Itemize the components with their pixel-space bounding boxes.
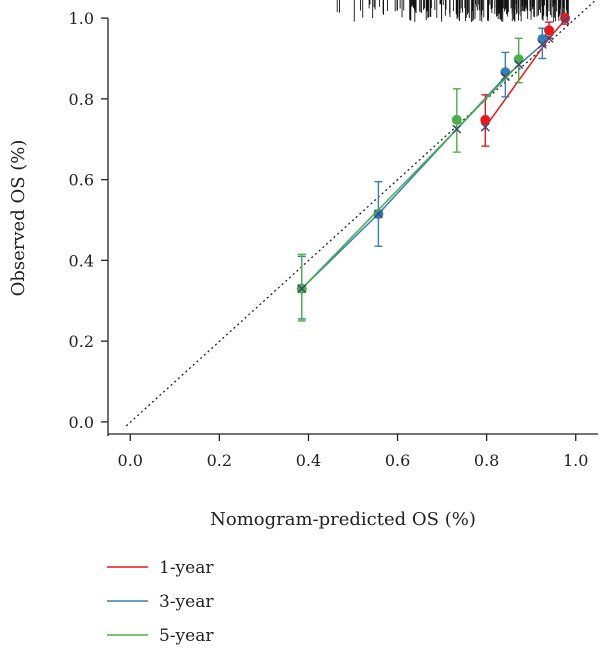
axes: 0.0 0.2 0.4 0.6 0.8 1.0 0.0 0.2 0.4 0.6 0.8 1.0 — [69, 9, 598, 470]
legend-item-5-year: 5-year — [107, 626, 214, 646]
y-axis-title: Observed OS (%) — [8, 140, 29, 297]
reference-diagonal-line — [125, 0, 597, 427]
y-tick-label: 0.6 — [69, 171, 94, 190]
legend-label: 1-year — [159, 558, 214, 578]
observed-point — [513, 54, 524, 65]
observed-point — [560, 13, 571, 24]
x-tick-label: 0.2 — [207, 451, 232, 470]
corrected-point-x — [297, 284, 307, 294]
x-tick-label: 0.4 — [296, 451, 321, 470]
x-axis-title: Nomogram-predicted OS (%) — [210, 509, 476, 530]
corrected-point-x — [560, 15, 570, 25]
x-tick-label: 1.0 — [563, 451, 588, 470]
series-line — [301, 63, 520, 290]
series-5-year — [296, 37, 524, 322]
observed-point — [480, 114, 491, 125]
y-tick-label: 0.8 — [69, 90, 94, 109]
legend-item-1-year: 1-year — [107, 558, 214, 578]
y-tick-label: 0.2 — [69, 332, 94, 351]
corrected-point-x — [537, 39, 547, 49]
x-tick-label: 0.6 — [385, 451, 410, 470]
y-tick-label: 0.4 — [69, 251, 94, 270]
legend-item-3-year: 3-year — [107, 592, 214, 612]
series-group — [296, 13, 571, 322]
x-tick-label: 0.8 — [474, 451, 499, 470]
observed-point — [451, 114, 462, 125]
corrected-point-x — [373, 209, 383, 219]
y-tick-label: 1.0 — [69, 9, 94, 28]
series-line — [484, 19, 566, 128]
observed-point — [537, 34, 548, 45]
observed-point — [544, 25, 554, 36]
legend: 1-year 3-year 5-year — [107, 558, 214, 646]
rug-marks — [336, 0, 569, 22]
legend-label: 3-year — [159, 592, 214, 612]
x-tick-label: 0.0 — [118, 451, 143, 470]
corrected-point-x — [500, 72, 510, 82]
y-tick-label: 0.0 — [69, 413, 94, 432]
corrected-point-x — [514, 60, 524, 70]
corrected-point-x — [452, 124, 462, 134]
corrected-point-x — [480, 122, 490, 132]
series-3-year — [296, 27, 548, 320]
legend-label: 5-year — [159, 626, 214, 646]
series-1-year — [480, 13, 571, 147]
